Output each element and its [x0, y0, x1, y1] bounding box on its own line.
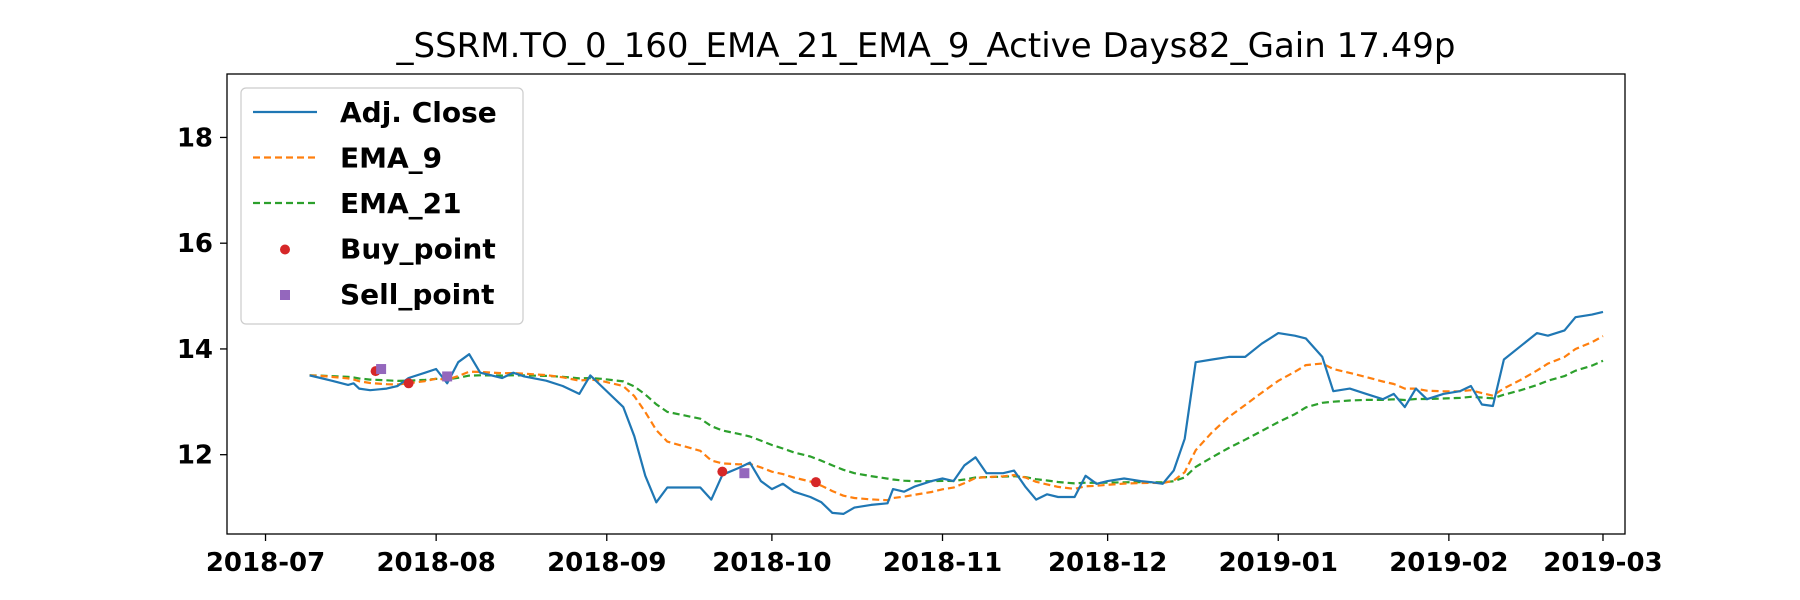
legend: Adj. Close EMA_9 EMA_21 Buy_point Sell_point	[240, 87, 524, 325]
series-line-ema-21	[309, 359, 1604, 485]
y-tick-label: 14	[177, 335, 213, 365]
x-tick-label: 2018-09	[547, 548, 666, 578]
plot-area	[309, 310, 1604, 515]
legend-label-ema-9: EMA_9	[340, 142, 442, 175]
sell-point-marker	[442, 371, 453, 382]
series-line-adj-close	[309, 310, 1604, 515]
x-tick-label: 2018-10	[712, 548, 831, 578]
x-tick-label: 2018-12	[1048, 548, 1167, 578]
axes: 2018-07 2018-08 2018-09 2018-10 2018-11 2018-…	[177, 123, 1663, 578]
x-tick-label: 2018-08	[376, 548, 495, 578]
legend-swatch-sell-point	[280, 290, 290, 300]
legend-label-buy-point: Buy_point	[340, 233, 496, 266]
buy-point-marker	[717, 466, 728, 477]
chart-title: _SSRM.TO_0_160_EMA_21_EMA_9_Active Days8…	[395, 26, 1455, 66]
x-tick-label: 2019-03	[1543, 548, 1662, 578]
y-tick-label: 16	[177, 229, 213, 259]
buy-point-marker	[403, 378, 414, 389]
legend-swatch-buy-point	[280, 244, 290, 255]
legend-label-sell-point: Sell_point	[340, 278, 495, 311]
series-line-ema-9	[309, 335, 1604, 502]
sell-point-marker	[376, 364, 387, 375]
legend-label-ema-21: EMA_21	[340, 187, 462, 220]
x-tick-label: 2019-02	[1389, 548, 1508, 578]
x-tick-label: 2019-01	[1219, 548, 1338, 578]
x-tick-label: 2018-07	[206, 548, 325, 578]
legend-label-adj-close: Adj. Close	[340, 96, 497, 129]
x-tick-label: 2018-11	[883, 548, 1002, 578]
y-tick-label: 18	[177, 123, 213, 153]
y-tick-label: 12	[177, 441, 213, 471]
buy-point-marker	[810, 477, 821, 488]
sell-point-marker	[739, 468, 750, 479]
legend-box	[240, 87, 524, 325]
plot-frame	[226, 73, 1626, 535]
